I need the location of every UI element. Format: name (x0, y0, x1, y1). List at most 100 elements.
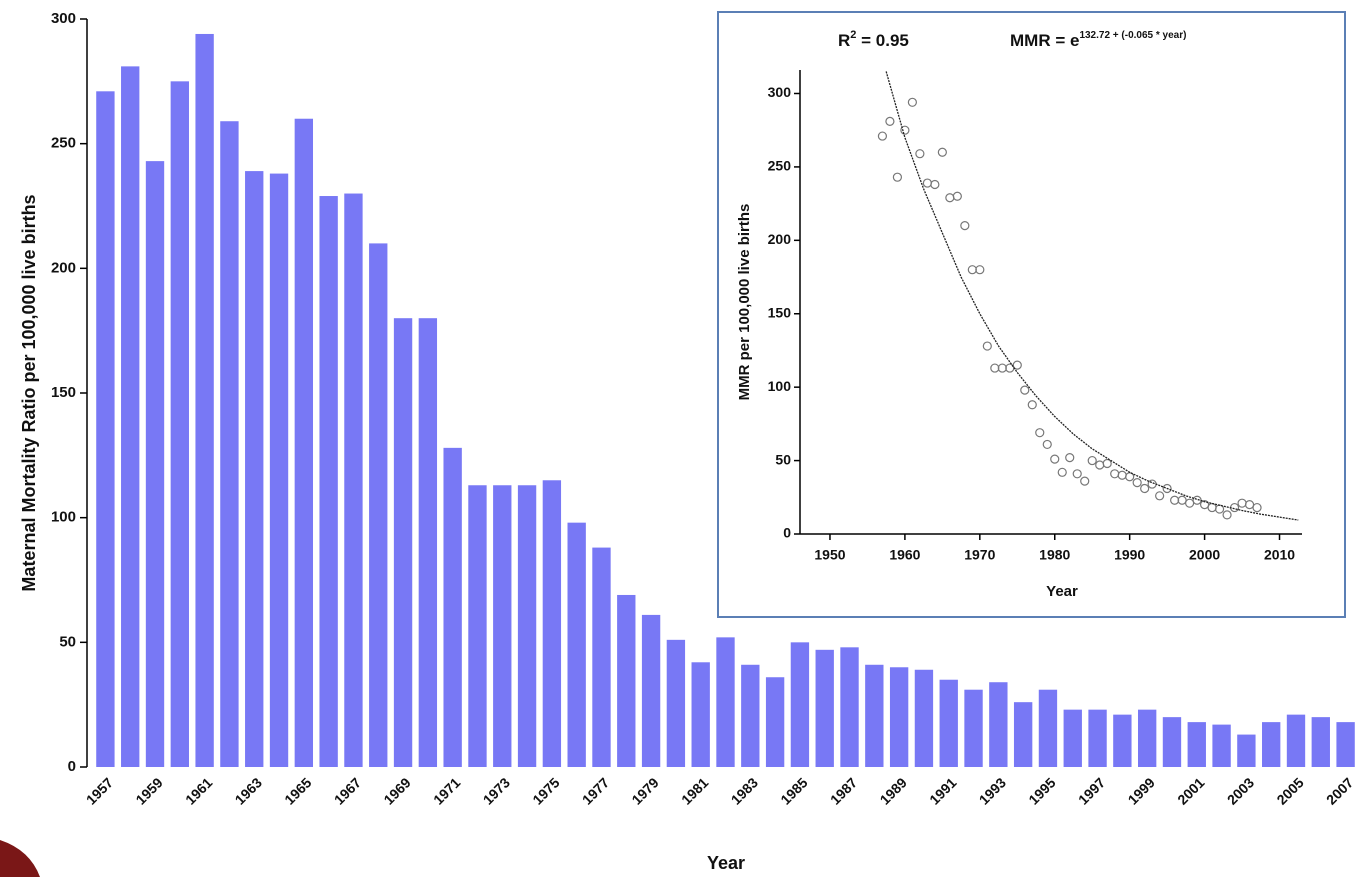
y-tick-label: 150 (51, 384, 76, 401)
data-point (960, 221, 970, 231)
x-tick-label: 1961 (182, 774, 215, 807)
inset-y-tick-label: 0 (783, 525, 791, 541)
x-tick-label: 1993 (976, 774, 1009, 807)
inset-y-tick-label: 50 (775, 451, 791, 467)
bar (1162, 717, 1182, 767)
x-tick-label: 1985 (777, 774, 810, 807)
bar (1286, 714, 1306, 767)
bar (815, 649, 834, 767)
bar (517, 485, 537, 767)
bar (1237, 734, 1256, 767)
bar (964, 689, 983, 767)
x-tick-label: 1965 (281, 774, 314, 807)
data-point (1132, 478, 1142, 488)
fit-equation: MMR = e132.72 + (-0.065 * year) (1010, 30, 1186, 51)
bar (170, 81, 189, 768)
data-point (1140, 483, 1150, 494)
inset-x-axis-label: Year (1046, 583, 1078, 600)
data-point (952, 191, 962, 201)
y-tick-label: 100 (51, 509, 76, 526)
bar (96, 91, 115, 768)
data-point (1020, 385, 1030, 395)
bar (443, 447, 462, 767)
bar (567, 522, 586, 767)
data-point (1057, 467, 1067, 477)
x-tick-label: 1971 (430, 774, 463, 807)
bar (939, 679, 958, 767)
data-point (982, 341, 992, 351)
bar (765, 677, 785, 767)
data-point (1012, 360, 1022, 370)
y-tick-label: 300 (51, 10, 76, 27)
inset-x-tick-label: 1970 (964, 547, 995, 563)
y-tick-label: 0 (68, 758, 76, 775)
bar (989, 682, 1008, 767)
bar (294, 118, 314, 767)
bar (1113, 714, 1132, 767)
bar (1137, 709, 1157, 767)
bar (914, 669, 934, 767)
x-tick-label: 1959 (132, 774, 165, 807)
y-tick-label: 200 (51, 259, 76, 276)
data-point (937, 147, 947, 157)
bar (1013, 702, 1033, 767)
bar (1262, 722, 1281, 767)
data-point (1035, 428, 1045, 438)
inset-x-tick-label: 1990 (1114, 547, 1145, 563)
x-tick-label: 2005 (1273, 774, 1306, 807)
x-tick-label: 1989 (877, 774, 910, 807)
bar (1038, 689, 1058, 767)
bar (741, 664, 760, 767)
bar (319, 196, 338, 767)
data-point (1050, 454, 1060, 464)
bar (691, 662, 710, 767)
data-point (930, 179, 940, 190)
bar (1336, 722, 1355, 767)
data-point (1027, 400, 1037, 410)
bar (840, 647, 859, 767)
data-point (892, 172, 903, 182)
inset-x-tick-label: 1960 (889, 547, 920, 563)
x-tick-label: 1957 (83, 774, 116, 807)
x-tick-label: 1975 (529, 774, 562, 807)
inset-y-tick-label: 250 (768, 158, 792, 174)
bar (865, 664, 884, 767)
bar (1088, 709, 1107, 767)
data-point (1102, 458, 1112, 469)
data-point (975, 265, 985, 275)
bar (121, 66, 140, 767)
x-tick-label: 1973 (480, 774, 513, 807)
inset-y-tick-label: 300 (768, 84, 792, 100)
x-tick-label: 1987 (827, 774, 860, 807)
data-point (1080, 476, 1090, 486)
bar (641, 614, 661, 767)
x-tick-label: 1977 (579, 774, 612, 807)
r-squared-rest: = 0.95 (856, 31, 908, 50)
data-point (1072, 469, 1082, 479)
inset-y-tick-label: 150 (768, 304, 792, 320)
data-point (885, 116, 895, 126)
bar (145, 161, 165, 767)
fit-equation-base: MMR = e (1010, 31, 1079, 50)
y-axis-label: Maternal Mortality Ratio per 100,000 liv… (19, 194, 39, 591)
bar (716, 637, 735, 767)
corner-decoration (0, 840, 40, 877)
inset-x-tick-label: 2000 (1189, 547, 1220, 563)
x-axis-label: Year (707, 853, 745, 873)
data-point (1155, 491, 1165, 501)
data-point (1222, 510, 1232, 520)
bar (889, 667, 909, 767)
bar (592, 547, 611, 767)
data-point (877, 131, 888, 141)
x-tick-label: 1969 (380, 774, 413, 807)
x-tick-label: 1967 (331, 774, 364, 807)
inset-y-tick-label: 100 (768, 378, 792, 394)
x-tick-label: 1963 (232, 774, 265, 807)
x-tick-label: 1983 (728, 774, 761, 807)
bar (344, 193, 363, 768)
inset-y-axis-label: MMR per 100,000 live births (736, 204, 753, 401)
bar (1187, 722, 1206, 767)
inset-x-tick-label: 2010 (1264, 547, 1295, 563)
